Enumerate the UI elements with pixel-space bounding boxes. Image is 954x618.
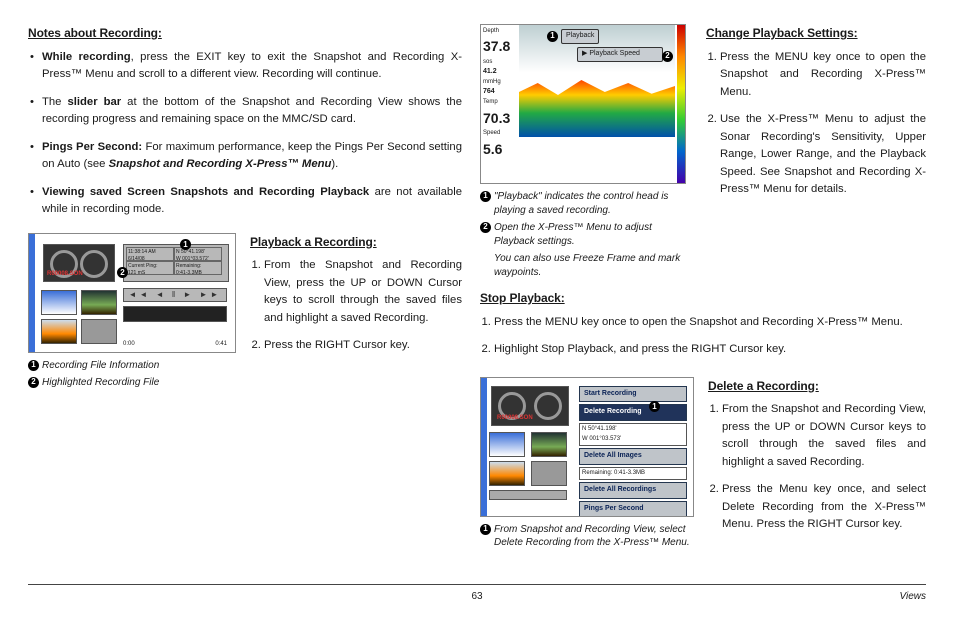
page: Notes about Recording: While recording, …: [28, 24, 926, 574]
page-number: 63: [471, 589, 482, 605]
playback-badge: Playback: [561, 29, 599, 44]
transport-controls: ◄◄ ◄ ‖ ► ►►: [123, 288, 227, 302]
step: Highlight Stop Playback, and press the R…: [494, 341, 926, 359]
figure-playback: R00008.SON 11:38:14 AM6/14/08N 50°41.198…: [28, 233, 236, 394]
step: Press the MENU key once to open the Snap…: [720, 49, 926, 102]
sonar-figure: Depth37.8 sos41.2 mmHg764 Temp70.3 Speed…: [480, 24, 686, 184]
time-labels: 0:000:41: [123, 340, 227, 348]
delete-figure: R00008.SON Start Recording Delete Record…: [480, 377, 694, 517]
left-column: Notes about Recording: While recording, …: [28, 24, 462, 574]
sonar-caption: You can also use Freeze Frame and mark w…: [480, 252, 692, 279]
menu-info: N 50°41.198'W 001°03.573': [579, 423, 687, 446]
sonar-figure-box: Depth37.8 sos41.2 mmHg764 Temp70.3 Speed…: [480, 24, 692, 283]
footer-section: Views: [900, 589, 927, 605]
playback-steps: From the Snapshot and Recording View, pr…: [250, 257, 462, 355]
right-column: Depth37.8 sos41.2 mmHg764 Temp70.3 Speed…: [480, 24, 926, 574]
progress-bar: [123, 306, 227, 322]
note-item: The slider bar at the bottom of the Snap…: [42, 94, 462, 129]
note-item: Viewing saved Screen Snapshots and Recor…: [42, 184, 462, 219]
callout-2-icon: 2: [662, 51, 673, 62]
filename-label: R00008.SON: [47, 270, 83, 279]
callout-2-icon: 2: [117, 267, 128, 278]
change-settings: Change Playback Settings: Press the MENU…: [706, 24, 926, 283]
menu-item-selected: Delete Recording: [579, 404, 687, 421]
menu-item: Delete All Recordings: [579, 482, 687, 499]
note-item: While recording, press the EXIT key to e…: [42, 49, 462, 84]
menu-item: Start Recording: [579, 386, 687, 403]
figure-caption: 2Highlighted Recording File: [28, 376, 236, 390]
delete-caption: 1From Snapshot and Recording View, selec…: [480, 523, 694, 550]
note-item: Pings Per Second: For maximum performanc…: [42, 139, 462, 174]
figure-image: R00008.SON 11:38:14 AM6/14/08N 50°41.198…: [28, 233, 236, 353]
menu-item: Delete All Images: [579, 448, 687, 465]
callout-1-icon: 1: [649, 401, 660, 412]
info-panel: 11:38:14 AM6/14/08N 50°41.198'W 001°03.5…: [123, 244, 229, 282]
change-heading: Change Playback Settings:: [706, 24, 926, 43]
step: Press the MENU key once to open the Snap…: [494, 314, 926, 332]
thumbnails: [489, 432, 573, 490]
step: From the Snapshot and Recording View, pr…: [722, 401, 926, 471]
notes-heading: Notes about Recording:: [28, 24, 462, 43]
thumbnails: [41, 290, 121, 346]
step: Use the X-Press™ Menu to adjust the Sona…: [720, 111, 926, 199]
callout-1-icon: 1: [180, 239, 191, 250]
sonar-readouts: Depth37.8 sos41.2 mmHg764 Temp70.3 Speed…: [481, 25, 519, 183]
menu-info: Remaining: 0:41-3.3MB: [579, 467, 687, 480]
sonar-caption: 1"Playback" indicates the control head i…: [480, 190, 692, 217]
step: Press the RIGHT Cursor key.: [264, 337, 462, 355]
step: Press the Menu key once, and select Dele…: [722, 481, 926, 534]
menu-item: Pings Per Second: [579, 501, 687, 517]
playback-text: Playback a Recording: From the Snapshot …: [250, 233, 462, 394]
delete-figure-box: R00008.SON Start Recording Delete Record…: [480, 377, 694, 554]
notes-list: While recording, press the EXIT key to e…: [28, 49, 462, 229]
stop-heading: Stop Playback:: [480, 289, 926, 308]
delete-heading: Delete a Recording:: [708, 377, 926, 396]
step: From the Snapshot and Recording View, pr…: [264, 257, 462, 327]
footer: 63 Views: [28, 584, 926, 605]
playback-heading: Playback a Recording:: [250, 233, 462, 252]
stop-steps: Press the MENU key once to open the Snap…: [480, 314, 926, 369]
callout-1-icon: 1: [547, 31, 558, 42]
delete-text: Delete a Recording: From the Snapshot an…: [708, 377, 926, 554]
speed-badge: ▶ Playback Speed: [577, 47, 663, 62]
sonar-caption: 2Open the X-Press™ Menu to adjust Playba…: [480, 221, 692, 248]
xpress-menu: Start Recording Delete Recording N 50°41…: [579, 386, 687, 517]
figure-caption: 1Recording File Information: [28, 359, 236, 373]
